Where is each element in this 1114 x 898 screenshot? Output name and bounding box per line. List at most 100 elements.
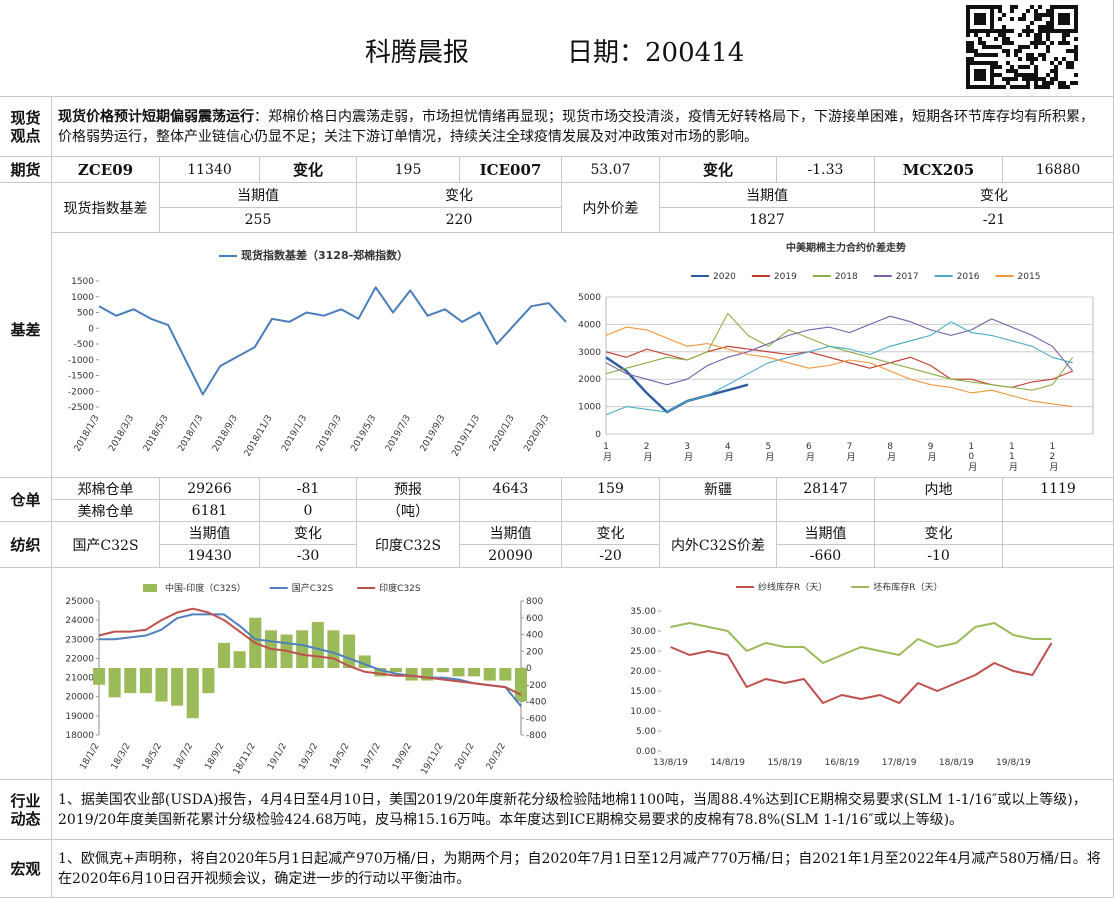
table-cell: 变化 <box>357 183 562 208</box>
qr-module <box>1054 57 1058 61</box>
table-cell: 1、欧佩克+声明称，将自2020年5月1日起减产970万桶/日，为期两个月；自2… <box>52 840 1114 898</box>
qr-module <box>998 33 1002 37</box>
qr-module <box>1066 17 1070 21</box>
bar <box>186 668 199 719</box>
qr-module <box>1038 25 1042 29</box>
bar <box>327 630 340 668</box>
table-cell: -81 <box>260 478 357 500</box>
qr-module <box>1074 57 1078 61</box>
x-tick-label: 2018/1/3 <box>73 414 102 454</box>
qr-module <box>1054 73 1058 77</box>
qr-module <box>966 21 970 25</box>
table-cell: 新疆 <box>660 478 777 500</box>
x-tick-label: 18/7/2 <box>172 742 195 772</box>
bar <box>108 668 121 698</box>
x-tick-label: 13/8/19 <box>653 758 688 768</box>
qr-module <box>1010 9 1014 13</box>
series-line <box>605 345 1073 388</box>
qr-module <box>1042 53 1046 57</box>
qr-module <box>1050 17 1054 21</box>
qr-module <box>966 45 970 49</box>
qr-module <box>1074 81 1078 85</box>
qr-module <box>1066 13 1070 17</box>
qr-module <box>1026 29 1030 33</box>
x-tick-label: 2018/11/3 <box>243 414 275 459</box>
qr-module <box>994 53 998 57</box>
table-cell: 变化 <box>875 183 1114 208</box>
y-tick-label: 2000 <box>578 375 601 385</box>
table-cell: 内地 <box>875 478 1003 500</box>
qr-module <box>1014 69 1018 73</box>
qr-module <box>1022 45 1026 49</box>
qr-module <box>974 21 978 25</box>
legend-label: 2017 <box>896 272 919 282</box>
x-tick-label: 12月 <box>1047 442 1058 472</box>
y-tick-label: -2500 <box>68 403 94 413</box>
qr-module <box>1034 77 1038 81</box>
table-cell: -10 <box>875 545 1003 568</box>
y-tick-label: -1500 <box>68 372 94 382</box>
qr-module <box>1042 85 1046 89</box>
qr-module <box>1014 49 1018 53</box>
qr-module <box>1074 45 1078 49</box>
table-cell: 当期值 <box>160 522 260 545</box>
qr-module <box>970 41 974 45</box>
x-tick-label: 18/3/2 <box>110 742 133 772</box>
qr-module <box>990 77 994 81</box>
spot-view-text: 现货价格预计短期偏弱震荡运行：郑棉价格日内震荡走弱，市场担忧情绪再显现；现货市场… <box>52 97 1114 157</box>
y2-tick-label: 800 <box>526 597 543 607</box>
qr-module <box>986 29 990 33</box>
bar <box>452 668 465 677</box>
header <box>0 0 1114 97</box>
qr-module <box>1034 45 1038 49</box>
qr-module <box>994 73 998 77</box>
table-cell: 20090 <box>460 545 562 568</box>
qr-module <box>1030 21 1034 25</box>
qr-module <box>1062 17 1066 21</box>
y-tick-label: 0 <box>88 324 94 334</box>
qr-module <box>1002 13 1006 17</box>
qr-module <box>1034 73 1038 77</box>
x-tick-label: 19/1/2 <box>266 742 289 772</box>
qr-module <box>982 5 986 9</box>
qr-module <box>1058 61 1062 65</box>
qr-module <box>1074 17 1078 21</box>
qr-module <box>982 69 986 73</box>
qr-module <box>1010 5 1014 9</box>
qr-module <box>1074 37 1078 41</box>
qr-module <box>982 45 986 49</box>
x-tick-label: 2018/5/3 <box>142 414 171 454</box>
y2-tick-label: -400 <box>526 698 547 708</box>
bar <box>171 668 184 706</box>
bar <box>233 651 246 668</box>
table-cell: -21 <box>875 208 1114 233</box>
y-tick-label: 25000 <box>65 597 94 607</box>
qr-module <box>1066 49 1070 53</box>
qr-module <box>998 9 1002 13</box>
table-cell: ICE007 <box>460 157 562 183</box>
qr-module <box>994 29 998 33</box>
table-cell: 当期值 <box>660 183 875 208</box>
legend-label: 2015 <box>1018 272 1041 282</box>
qr-module <box>1046 13 1050 17</box>
qr-module <box>994 45 998 49</box>
qr-module <box>1034 65 1038 69</box>
qr-module <box>1026 85 1030 89</box>
legend-label: 2019 <box>774 272 797 282</box>
qr-module <box>978 41 982 45</box>
qr-module <box>1010 65 1014 69</box>
table-cell: -660 <box>777 545 875 568</box>
table-cell: 变化 <box>660 157 777 183</box>
qr-module <box>1054 69 1058 73</box>
qr-module <box>1046 9 1050 13</box>
qr-module <box>978 13 982 17</box>
x-tick-label: 19/8/19 <box>996 758 1031 768</box>
qr-module <box>1030 5 1034 9</box>
qr-module <box>994 65 998 69</box>
table-cell: 美棉仓单 <box>52 500 160 522</box>
chart: 0.00 5.00 10.00 15.00 20.00 25.00 30.00 35.00 13… <box>630 581 1053 768</box>
qr-module <box>998 73 1002 77</box>
series-line <box>670 622 1052 664</box>
qr-module <box>970 49 974 53</box>
bar <box>405 668 418 681</box>
